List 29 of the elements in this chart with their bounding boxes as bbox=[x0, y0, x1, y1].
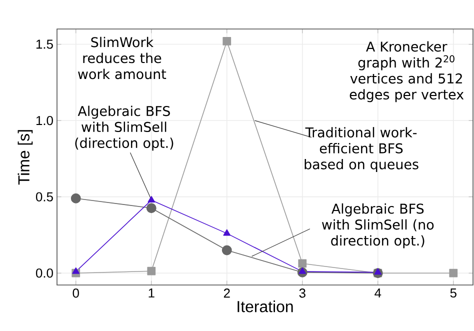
annotation: A Kronecker graph with 2$^{20}$ vertices and 512 edges per vertex bbox=[350, 41, 464, 102]
x-tick-label: 0 bbox=[72, 288, 79, 298]
point bbox=[223, 229, 231, 236]
annotation: Traditional work-efficient BFS based on queues bbox=[304, 127, 418, 172]
point bbox=[298, 259, 307, 268]
point bbox=[222, 245, 232, 256]
point bbox=[70, 193, 81, 204]
annotation: Algebraic BFS with SlimSell (no direction opt.) bbox=[322, 203, 434, 248]
annotation: SlimWork reduces the work amount bbox=[78, 36, 166, 80]
y-tick-label: 1.5 bbox=[36, 40, 53, 49]
point bbox=[72, 267, 80, 274]
point bbox=[298, 267, 306, 274]
point bbox=[148, 196, 156, 202]
point bbox=[374, 268, 382, 275]
point bbox=[222, 37, 232, 46]
y-tick-label: 0.0 bbox=[36, 268, 53, 278]
y-axis-title: Time [s] bbox=[18, 130, 33, 185]
x-axis-title: Iteration bbox=[238, 300, 293, 312]
y-tick-label: 1.0 bbox=[36, 116, 53, 126]
x-tick-label: 1 bbox=[148, 288, 154, 298]
annotation: Algebraic BFS with SlimSell (direction opt.) bbox=[75, 106, 174, 151]
point bbox=[146, 203, 156, 214]
x-tick-label: 5 bbox=[450, 288, 456, 298]
y-tick-label: 0.5 bbox=[36, 192, 53, 202]
point bbox=[449, 268, 458, 278]
x-tick-label: 4 bbox=[374, 288, 382, 298]
x-tick-label: 3 bbox=[299, 288, 306, 298]
x-tick-label: 2 bbox=[224, 288, 230, 298]
point bbox=[147, 266, 156, 276]
